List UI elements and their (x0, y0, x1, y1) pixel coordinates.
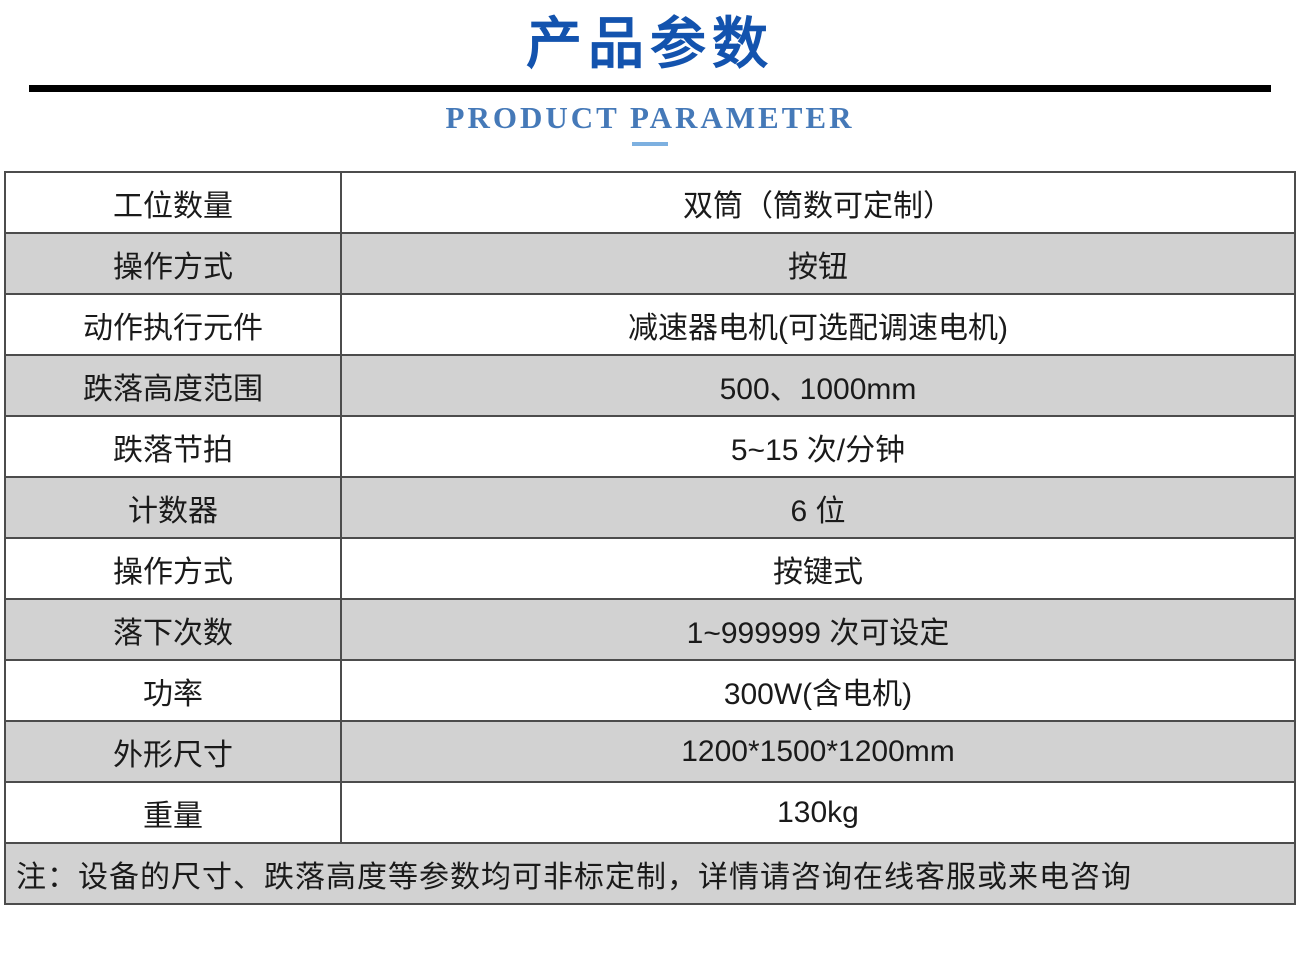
parameter-table-body: 工位数量 双筒（筒数可定制） 操作方式 按钮 动作执行元件 减速器电机(可选配调速电机) 跌… (4, 171, 1296, 905)
param-label: 计数器 (4, 476, 342, 539)
param-label: 动作执行元件 (4, 293, 342, 356)
param-label: 重量 (4, 781, 342, 844)
table-row: 计数器 6 位 (4, 476, 1296, 539)
table-row: 跌落高度范围 500、1000mm (4, 354, 1296, 417)
param-value: 减速器电机(可选配调速电机) (340, 293, 1296, 356)
param-label: 落下次数 (4, 598, 342, 661)
param-value: 500、1000mm (340, 354, 1296, 417)
subtitle-underline (632, 142, 668, 146)
table-row: 操作方式 按键式 (4, 537, 1296, 600)
table-row: 操作方式 按钮 (4, 232, 1296, 295)
param-value: 双筒（筒数可定制） (340, 171, 1296, 234)
table-row: 功率 300W(含电机) (4, 659, 1296, 722)
param-value: 1~999999 次可设定 (340, 598, 1296, 661)
param-label: 跌落高度范围 (4, 354, 342, 417)
param-value: 按键式 (340, 537, 1296, 600)
page-title: 产品参数 (526, 12, 774, 75)
param-label: 工位数量 (4, 171, 342, 234)
param-label: 操作方式 (4, 232, 342, 295)
table-row: 动作执行元件 减速器电机(可选配调速电机) (4, 293, 1296, 356)
param-value: 按钮 (340, 232, 1296, 295)
table-note-row: 注：设备的尺寸、跌落高度等参数均可非标定制，详情请咨询在线客服或来电咨询 (4, 842, 1296, 905)
table-row: 落下次数 1~999999 次可设定 (4, 598, 1296, 661)
param-label: 跌落节拍 (4, 415, 342, 478)
param-value: 5~15 次/分钟 (340, 415, 1296, 478)
table-row: 重量 130kg (4, 781, 1296, 844)
page-subtitle: PRODUCT PARAMETER (445, 100, 855, 135)
param-value: 300W(含电机) (340, 659, 1296, 722)
title-divider (29, 85, 1271, 92)
table-note: 注：设备的尺寸、跌落高度等参数均可非标定制，详情请咨询在线客服或来电咨询 (4, 842, 1296, 905)
parameter-table: 工位数量 双筒（筒数可定制） 操作方式 按钮 动作执行元件 减速器电机(可选配调速电机) 跌… (4, 171, 1296, 905)
param-value: 6 位 (340, 476, 1296, 539)
table-row: 跌落节拍 5~15 次/分钟 (4, 415, 1296, 478)
table-row: 外形尺寸 1200*1500*1200mm (4, 720, 1296, 783)
param-value: 130kg (340, 781, 1296, 844)
table-row: 工位数量 双筒（筒数可定制） (4, 171, 1296, 234)
param-label: 外形尺寸 (4, 720, 342, 783)
param-label: 功率 (4, 659, 342, 722)
param-label: 操作方式 (4, 537, 342, 600)
param-value: 1200*1500*1200mm (340, 720, 1296, 783)
